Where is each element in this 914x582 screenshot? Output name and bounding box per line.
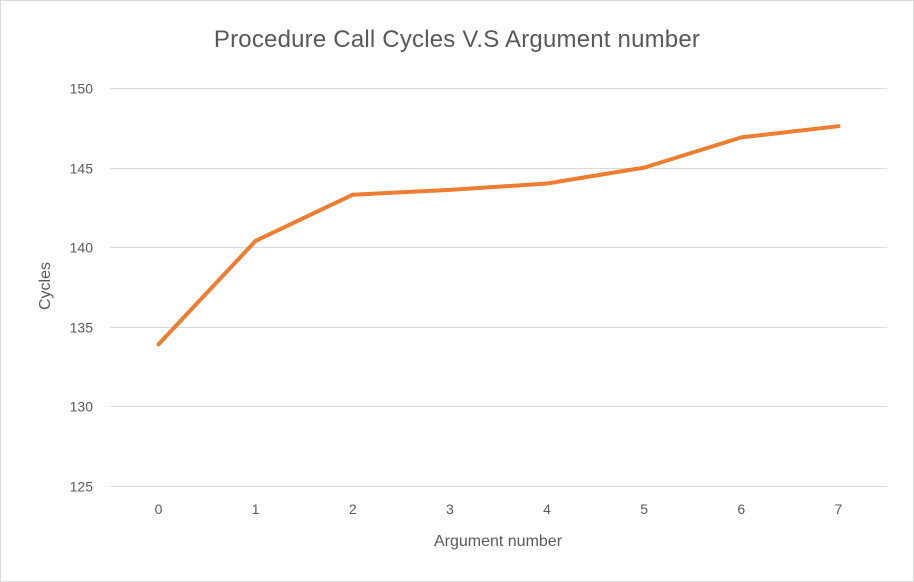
series-lines [156, 124, 841, 347]
x-tick-label-4: 4 [543, 501, 551, 517]
y-axis-title: Cycles [37, 262, 54, 310]
y-tick-label-130: 130 [70, 399, 94, 415]
x-tick-label-2: 2 [349, 501, 357, 517]
x-tick-label-7: 7 [835, 501, 843, 517]
series-line-0 [156, 124, 841, 347]
data-point-3 [447, 187, 452, 192]
y-tick-label-135: 135 [70, 320, 94, 336]
gridlines [110, 88, 887, 487]
data-point-6 [739, 135, 744, 140]
x-tick-label-5: 5 [640, 501, 648, 517]
x-tick-label-1: 1 [252, 501, 260, 517]
data-point-7 [836, 124, 841, 129]
x-axis-title: Argument number [434, 533, 563, 550]
y-tick-label-125: 125 [70, 479, 94, 495]
y-axis-tick-labels: 125 130 135 140 145 150 [70, 81, 94, 495]
data-point-0 [156, 342, 161, 347]
data-point-1 [253, 238, 258, 243]
x-axis-tick-labels: 0 1 2 3 4 5 6 7 [155, 501, 843, 517]
y-tick-label-145: 145 [70, 161, 94, 177]
x-tick-label-3: 3 [446, 501, 454, 517]
x-tick-label-6: 6 [737, 501, 745, 517]
x-tick-label-0: 0 [155, 501, 163, 517]
chart-title: Procedure Call Cycles V.S Argument numbe… [213, 26, 701, 53]
data-point-2 [350, 192, 355, 197]
data-point-4 [545, 181, 550, 186]
data-point-5 [642, 165, 647, 170]
y-tick-label-150: 150 [70, 81, 94, 97]
y-tick-label-140: 140 [70, 240, 94, 256]
